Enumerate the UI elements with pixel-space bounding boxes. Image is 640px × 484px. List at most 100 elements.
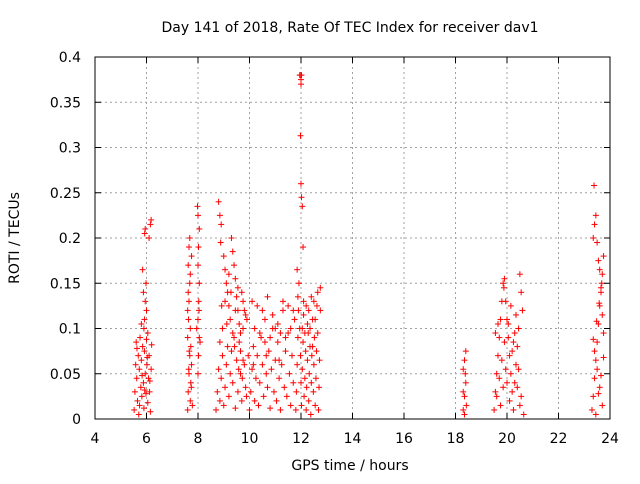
- data-point: [196, 225, 203, 232]
- data-point: [314, 330, 321, 337]
- data-point: [307, 325, 314, 332]
- data-point: [196, 334, 203, 341]
- data-point: [505, 320, 512, 327]
- data-point: [187, 271, 194, 278]
- data-point: [256, 379, 263, 386]
- data-point: [187, 325, 194, 332]
- data-point: [308, 293, 315, 300]
- data-point: [596, 266, 603, 273]
- data-point: [141, 230, 148, 237]
- data-point: [237, 348, 244, 355]
- data-point: [279, 298, 286, 305]
- data-point: [218, 221, 225, 228]
- data-point: [276, 375, 283, 382]
- data-point: [496, 375, 503, 382]
- data-point: [501, 339, 508, 346]
- data-point: [254, 302, 261, 309]
- data-point: [516, 402, 523, 409]
- data-point: [504, 379, 510, 386]
- data-point: [510, 406, 517, 413]
- data-point: [276, 357, 283, 364]
- data-point: [259, 307, 266, 314]
- data-point: [304, 357, 311, 364]
- data-point: [148, 216, 155, 223]
- data-point: [219, 325, 226, 332]
- x-tick-label: 16: [395, 431, 413, 447]
- data-point: [186, 352, 193, 359]
- data-point: [460, 406, 467, 413]
- data-point: [297, 352, 304, 359]
- data-point: [245, 352, 252, 359]
- data-point: [261, 339, 268, 346]
- data-point: [233, 293, 240, 300]
- data-point: [138, 320, 145, 327]
- data-point: [506, 352, 513, 359]
- data-point: [195, 352, 202, 359]
- data-point: [287, 402, 294, 409]
- data-point: [293, 388, 300, 395]
- data-point: [500, 384, 507, 391]
- data-point: [312, 402, 319, 409]
- data-point: [520, 411, 527, 418]
- data-point: [591, 221, 598, 228]
- data-point: [255, 402, 262, 409]
- data-point: [314, 289, 321, 296]
- data-point: [189, 402, 196, 409]
- data-point: [514, 343, 521, 350]
- data-point: [218, 375, 225, 382]
- grid-lines: [95, 57, 610, 419]
- data-point: [507, 370, 514, 377]
- data-point: [290, 307, 297, 314]
- data-point: [312, 316, 319, 323]
- data-point: [595, 390, 602, 397]
- data-point: [241, 307, 248, 314]
- data-point: [232, 275, 239, 282]
- data-point: [134, 397, 141, 404]
- data-point: [225, 271, 232, 278]
- data-point: [303, 384, 310, 391]
- y-tick-label: 0.15: [50, 276, 81, 292]
- data-point: [133, 375, 140, 382]
- data-point: [282, 334, 289, 341]
- data-point: [184, 334, 191, 341]
- data-point: [185, 366, 192, 373]
- y-axis-label: ROTI / TECUs: [7, 192, 23, 284]
- data-point: [259, 361, 266, 368]
- data-point: [496, 334, 503, 341]
- data-point: [228, 235, 235, 241]
- data-point: [300, 298, 307, 305]
- data-point: [223, 320, 230, 327]
- data-point: [302, 348, 309, 355]
- data-point: [277, 406, 284, 413]
- data-point: [133, 339, 140, 346]
- data-point: [231, 262, 238, 269]
- data-point: [234, 284, 241, 291]
- data-point: [592, 357, 599, 364]
- data-point: [461, 411, 468, 418]
- data-point: [298, 81, 304, 88]
- data-point: [299, 366, 306, 373]
- data-point: [278, 361, 285, 368]
- data-point: [509, 388, 516, 395]
- data-point: [282, 348, 289, 355]
- data-point: [281, 384, 288, 391]
- data-point: [507, 302, 514, 309]
- data-point: [493, 393, 500, 400]
- data-point: [509, 348, 516, 355]
- data-point: [187, 343, 194, 350]
- data-point: [227, 370, 234, 377]
- data-point: [294, 334, 301, 341]
- data-point: [219, 352, 226, 359]
- data-point: [313, 348, 320, 355]
- data-point: [516, 271, 523, 278]
- data-point: [267, 334, 274, 341]
- data-point: [142, 225, 149, 232]
- data-point: [513, 361, 520, 368]
- data-point: [195, 212, 201, 219]
- data-point: [220, 402, 227, 409]
- data-point: [137, 334, 144, 341]
- data-point: [590, 393, 597, 400]
- data-point: [188, 253, 195, 260]
- data-point: [246, 406, 253, 413]
- x-tick-label: 22: [550, 431, 568, 447]
